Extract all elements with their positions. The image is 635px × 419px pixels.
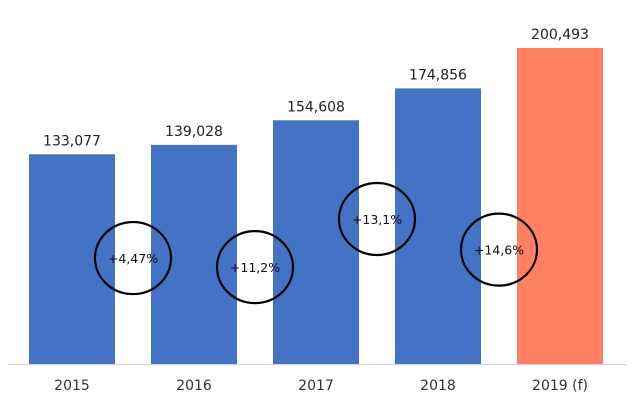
value-labels-group: 133,077 139,028 154,608 174,856 200,493 [43, 27, 589, 149]
bar-2019-f [517, 48, 603, 364]
x-tick-label: 2019 (f) [532, 378, 588, 394]
bar-2017 [273, 120, 359, 364]
growth-label-3: +13,1% [352, 212, 402, 227]
growth-ring-4 [459, 212, 539, 287]
value-label: 139,028 [165, 124, 223, 140]
bar-2018 [395, 88, 481, 364]
value-label: 174,856 [409, 67, 467, 83]
x-tick-label: 2016 [176, 378, 212, 394]
bars-group [29, 48, 603, 364]
growth-label-1: +4,47% [108, 251, 158, 266]
growth-label-2: +11,2% [230, 260, 280, 275]
x-tick-label: 2017 [298, 378, 334, 394]
x-tick-label: 2015 [54, 378, 90, 394]
growth-annotations-group: +4,47% +11,2% +13,1% +14,6% [93, 181, 539, 305]
value-label: 133,077 [43, 133, 101, 149]
x-tick-label: 2018 [420, 378, 456, 394]
bar-2015 [29, 154, 115, 364]
value-label: 200,493 [531, 27, 589, 43]
growth-ring-2 [215, 230, 295, 305]
growth-ring-3 [337, 181, 417, 257]
value-label: 154,608 [287, 99, 345, 115]
bar-2016 [151, 144, 237, 364]
tick-labels-group: 2015 2016 2017 2018 2019 (f) [54, 378, 588, 394]
growth-ring-1 [93, 220, 173, 296]
growth-label-4: +14,6% [474, 243, 524, 258]
